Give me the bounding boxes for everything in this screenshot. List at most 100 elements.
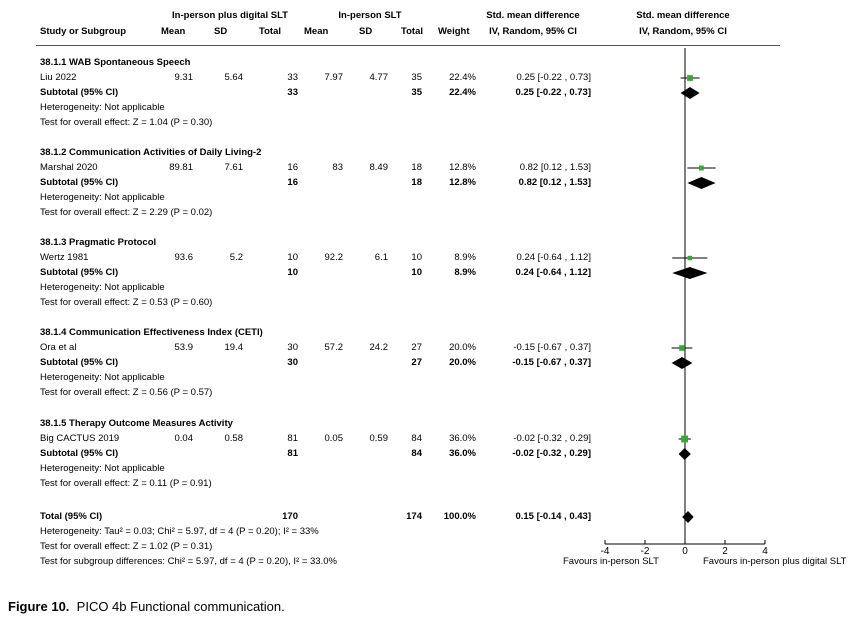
- heterogeneity-text: Heterogeneity: Not applicable: [40, 102, 165, 113]
- subtotal-ci: 0.24 [-0.64 , 1.12]: [515, 267, 591, 278]
- subtotal-weight: 36.0%: [449, 448, 476, 459]
- study-effect-marker: [681, 435, 688, 443]
- group2-header: In-person SLT: [338, 10, 402, 21]
- subtotal-n1: 10: [287, 267, 298, 278]
- study-ci: 0.82 [0.12 , 1.53]: [519, 162, 591, 173]
- subtotal-label: Subtotal (95% CI): [40, 357, 119, 368]
- subgroup-differences: Test for subgroup differences: Chi² = 5.…: [40, 556, 337, 567]
- study-name: Liu 2022: [40, 72, 77, 83]
- total-n1: 170: [282, 511, 298, 522]
- total-ci: 0.15 [-0.14 , 0.43]: [515, 511, 591, 522]
- study-name: Big CACTUS 2019: [40, 433, 120, 444]
- weight-header: Weight: [438, 26, 470, 37]
- subtotal-ci: -0.02 [-0.32 , 0.29]: [512, 448, 591, 459]
- total-weight: 100.0%: [443, 511, 476, 522]
- study-name: Marshal 2020: [40, 162, 98, 173]
- study-sd2: 24.2: [369, 342, 389, 353]
- subtotal-ci: 0.82 [0.12 , 1.53]: [518, 177, 591, 188]
- subtotal-n1: 81: [287, 448, 298, 459]
- study-sd2: 0.59: [369, 433, 389, 444]
- total1-header: Total: [259, 26, 281, 37]
- subgroup-title: 38.1.5 Therapy Outcome Measures Activity: [40, 418, 233, 429]
- study-weight: 22.4%: [449, 72, 476, 83]
- study-m1: 89.81: [169, 162, 193, 173]
- plot-header-bottom: IV, Random, 95% CI: [639, 26, 727, 37]
- subtotal-n2: 27: [411, 357, 422, 368]
- study-sd1: 5.2: [229, 252, 243, 263]
- figure-caption: Figure 10. PICO 4b Functional communicat…: [8, 599, 285, 614]
- study-m2: 7.97: [324, 72, 344, 83]
- total-diamond: [682, 511, 694, 523]
- study-column-header: Study or Subgroup: [40, 26, 127, 37]
- study-n1: 16: [287, 162, 298, 173]
- mean1-header: Mean: [161, 26, 186, 37]
- total2-header: Total: [401, 26, 423, 37]
- subtotal-label: Subtotal (95% CI): [40, 177, 119, 188]
- study-sd1: 0.58: [224, 433, 244, 444]
- favours-left-label: Favours in-person SLT: [563, 556, 659, 567]
- subgroup-title: 38.1.3 Pragmatic Protocol: [40, 237, 157, 248]
- x-tick-label: 2: [722, 546, 728, 557]
- study-n2: 84: [411, 433, 422, 444]
- subtotal-label: Subtotal (95% CI): [40, 448, 119, 459]
- study-m1: 9.31: [174, 72, 194, 83]
- study-sd2: 6.1: [374, 252, 388, 263]
- study-name: Wertz 1981: [40, 252, 89, 263]
- subtotal-diamond: [680, 87, 700, 99]
- study-m2: 92.2: [324, 252, 344, 263]
- subtotal-n2: 35: [411, 87, 422, 98]
- mean2-header: Mean: [304, 26, 329, 37]
- subtotal-diamond: [672, 267, 708, 279]
- x-tick-label: -4: [601, 546, 610, 557]
- caption-text: PICO 4b Functional communication.: [76, 599, 285, 614]
- study-ci: -0.15 [-0.67 , 0.37]: [513, 342, 591, 353]
- study-effect-marker: [698, 165, 704, 171]
- subtotal-weight: 8.9%: [454, 267, 476, 278]
- total-overall-effect: Test for overall effect: Z = 1.02 (P = 0…: [40, 541, 213, 552]
- total-n2: 174: [406, 511, 422, 522]
- subtotal-ci: -0.15 [-0.67 , 0.37]: [512, 357, 591, 368]
- overall-effect-text: Test for overall effect: Z = 1.04 (P = 0…: [40, 117, 213, 128]
- caption-label: Figure 10.: [8, 599, 70, 614]
- study-n1: 30: [287, 342, 298, 353]
- subgroup-title: 38.1.4 Communication Effectiveness Index…: [40, 327, 263, 338]
- study-effect-marker: [679, 345, 685, 351]
- heterogeneity-text: Heterogeneity: Not applicable: [40, 372, 165, 383]
- subtotal-weight: 22.4%: [449, 87, 476, 98]
- subtotal-diamond: [678, 448, 691, 460]
- subtotal-ci: 0.25 [-0.22 , 0.73]: [515, 87, 591, 98]
- subtotal-weight: 20.0%: [449, 357, 476, 368]
- study-weight: 12.8%: [449, 162, 476, 173]
- effect-header-bottom: IV, Random, 95% CI: [489, 26, 577, 37]
- subtotal-diamond: [687, 177, 716, 189]
- sd2-header: SD: [359, 26, 373, 37]
- total-heterogeneity: Heterogeneity: Tau² = 0.03; Chi² = 5.97,…: [40, 526, 319, 537]
- overall-effect-text: Test for overall effect: Z = 0.53 (P = 0…: [40, 297, 213, 308]
- subtotal-n2: 10: [411, 267, 422, 278]
- study-sd1: 19.4: [224, 342, 244, 353]
- forest-plot: -4 -2 0 2 4: [601, 48, 768, 557]
- subgroup-title: 38.1.2 Communication Activities of Daily…: [40, 147, 262, 158]
- study-weight: 8.9%: [454, 252, 476, 263]
- subgroup-title: 38.1.1 WAB Spontaneous Speech: [40, 57, 191, 68]
- study-weight: 36.0%: [449, 433, 476, 444]
- subtotal-n1: 33: [287, 87, 298, 98]
- x-tick-label: -2: [641, 546, 650, 557]
- sd1-header: SD: [214, 26, 228, 37]
- study-m2: 0.05: [324, 433, 344, 444]
- overall-effect-text: Test for overall effect: Z = 0.56 (P = 0…: [40, 387, 213, 398]
- study-n2: 18: [411, 162, 422, 173]
- effect-header-top: Std. mean difference: [486, 10, 580, 21]
- x-tick-label: 0: [682, 546, 688, 557]
- study-ci: 0.24 [-0.64 , 1.12]: [516, 252, 591, 263]
- subtotal-n2: 84: [411, 448, 422, 459]
- subtotal-n1: 30: [287, 357, 298, 368]
- study-name: Ora et al: [40, 342, 77, 353]
- study-sd2: 8.49: [369, 162, 389, 173]
- heterogeneity-text: Heterogeneity: Not applicable: [40, 463, 165, 474]
- study-m1: 53.9: [174, 342, 194, 353]
- study-sd2: 4.77: [369, 72, 389, 83]
- subtotal-label: Subtotal (95% CI): [40, 267, 119, 278]
- x-tick-label: 4: [762, 546, 768, 557]
- study-ci: -0.02 [-0.32 , 0.29]: [513, 433, 591, 444]
